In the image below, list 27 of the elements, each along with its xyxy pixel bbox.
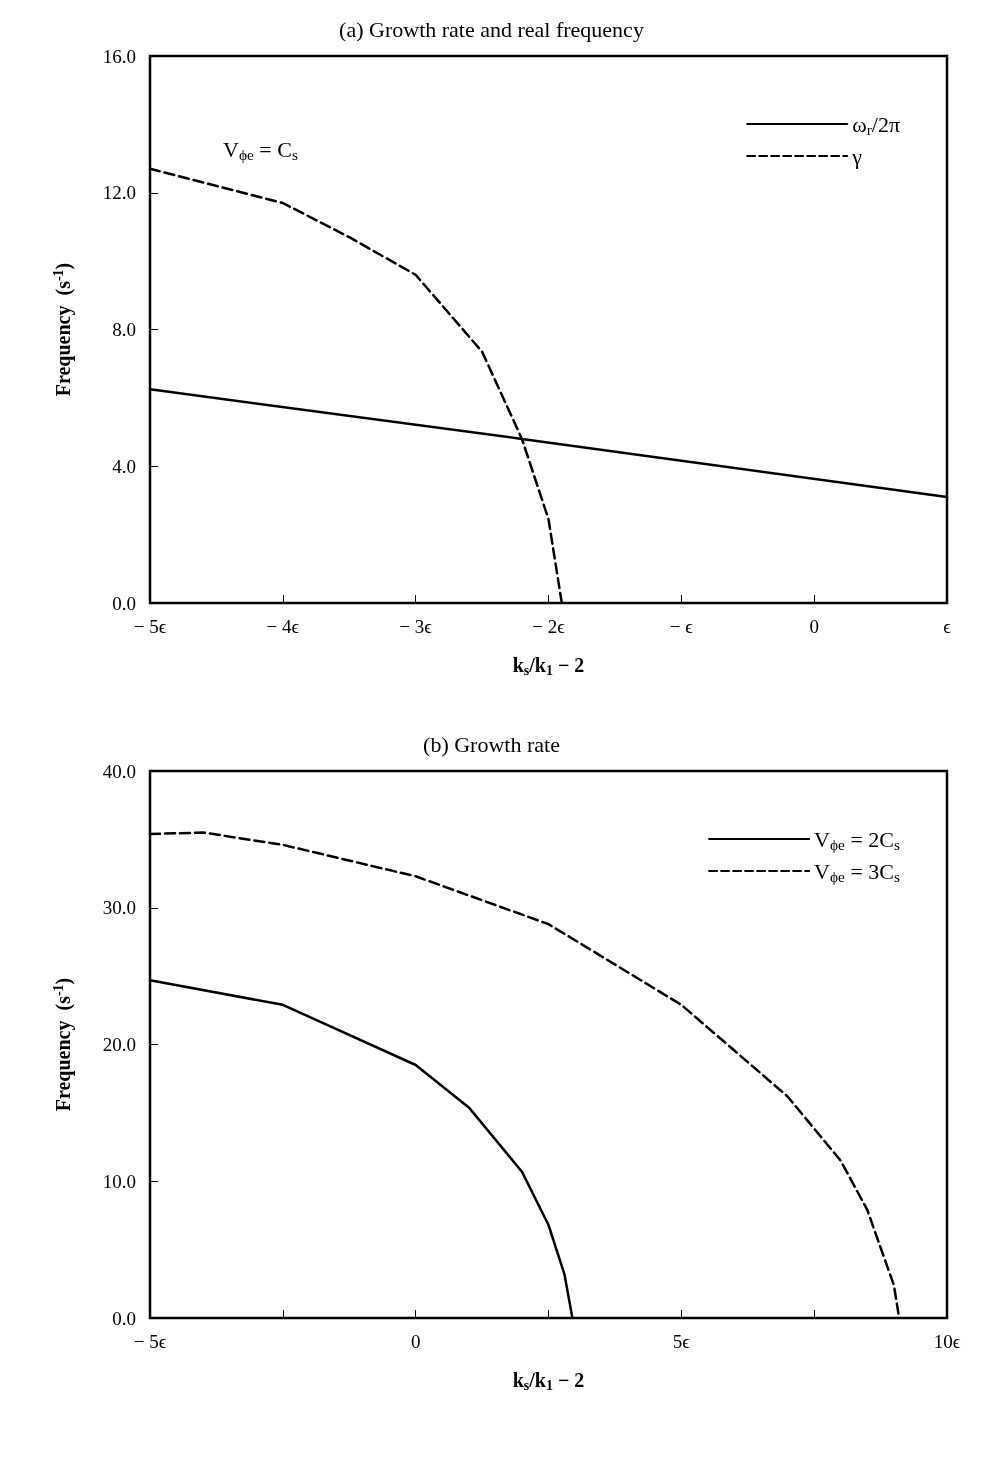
x-tick-label: − 5ϵ <box>133 1331 167 1352</box>
x-tick-label: − 3ϵ <box>399 616 433 637</box>
x-tick-label: − 2ϵ <box>532 616 566 637</box>
y-tick-label: 0.0 <box>112 1307 136 1329</box>
chart-title: (b) Growth rate <box>423 731 560 757</box>
x-tick-label: ϵ <box>943 616 952 637</box>
line-series <box>148 978 574 1320</box>
y-axis-title: Frequency (s-1) <box>50 262 75 397</box>
x-tick-label: 0 <box>410 1331 421 1352</box>
y-tick-label: 40.0 <box>102 760 136 782</box>
y-tick-label: 4.0 <box>112 455 136 477</box>
y-tick-label: 30.0 <box>102 897 136 919</box>
legend-label: γ <box>851 143 863 169</box>
chart-title: (a) Growth rate and real frequency <box>339 16 644 42</box>
x-tick-label: − 4ϵ <box>266 616 300 637</box>
y-tick-label: 8.0 <box>112 319 136 340</box>
x-tick-label: 10ϵ <box>933 1331 961 1352</box>
y-axis-title: Frequency (s-1) <box>50 977 75 1112</box>
x-tick-label: 5ϵ <box>672 1331 691 1352</box>
y-tick-label: 12.0 <box>102 182 136 204</box>
x-tick-label: − ϵ <box>669 616 694 637</box>
y-tick-label: 10.0 <box>102 1170 136 1192</box>
x-tick-label: 0 <box>809 616 819 637</box>
y-tick-label: 20.0 <box>102 1034 136 1055</box>
x-tick-label: − 5ϵ <box>133 616 167 637</box>
y-tick-label: 0.0 <box>112 592 136 614</box>
y-tick-label: 16.0 <box>102 45 136 67</box>
